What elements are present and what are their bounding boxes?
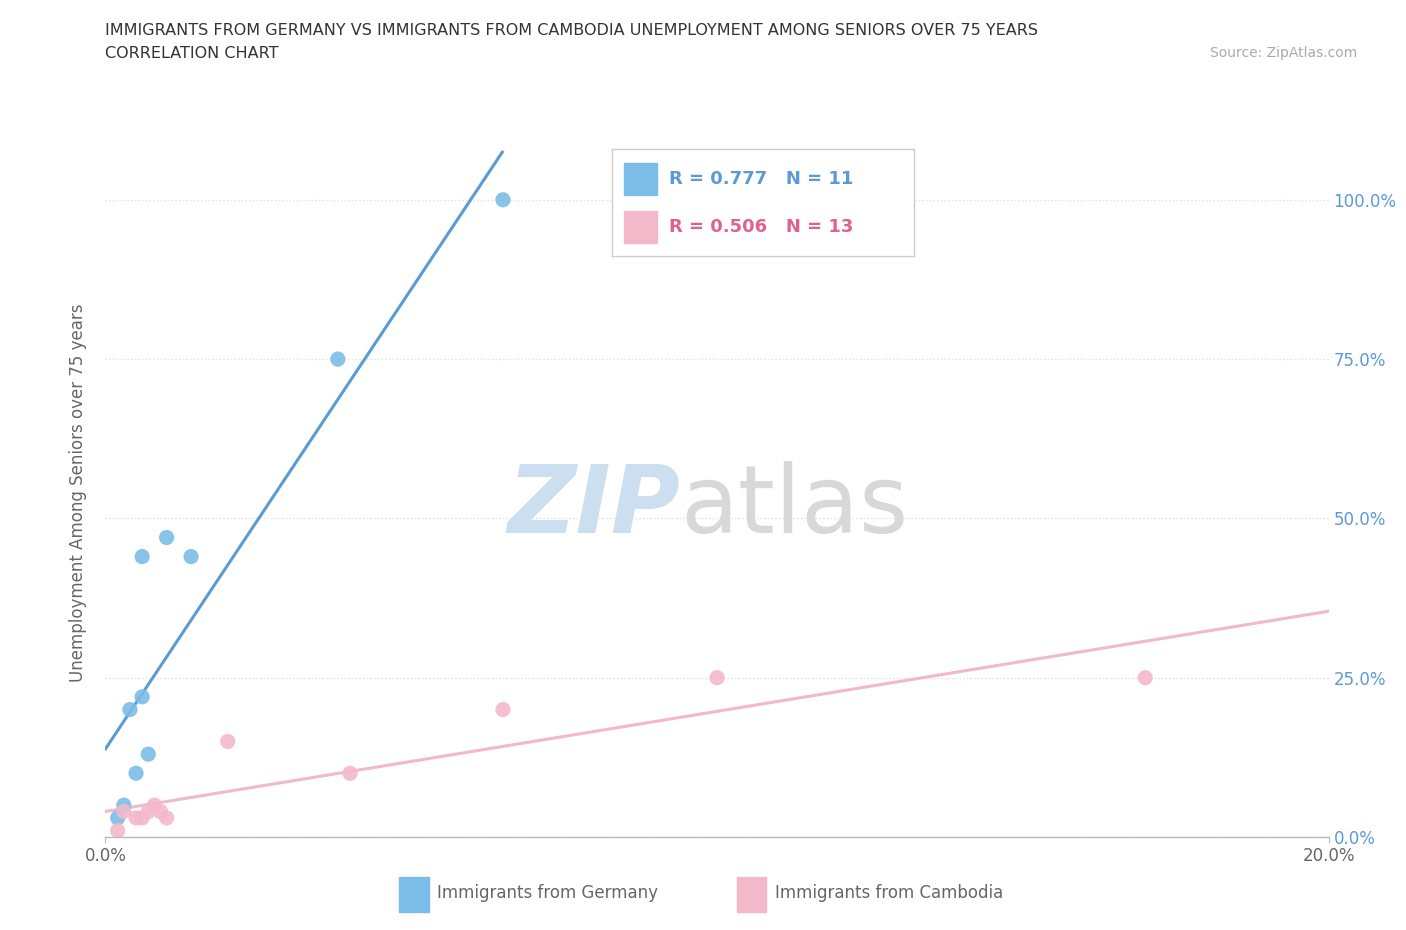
Bar <box>399 876 429 912</box>
Point <box>136 804 159 819</box>
Point <box>112 804 135 819</box>
Text: ZIP: ZIP <box>508 460 681 552</box>
Point <box>125 765 148 780</box>
Bar <box>624 163 657 194</box>
Text: IMMIGRANTS FROM GERMANY VS IMMIGRANTS FROM CAMBODIA UNEMPLOYMENT AMONG SENIORS O: IMMIGRANTS FROM GERMANY VS IMMIGRANTS FR… <box>105 23 1039 38</box>
Point <box>155 530 177 545</box>
Point <box>326 352 349 366</box>
Bar <box>624 211 657 243</box>
Bar <box>737 876 766 912</box>
Point <box>492 702 515 717</box>
Point <box>131 550 153 565</box>
Text: Immigrants from Germany: Immigrants from Germany <box>437 884 658 902</box>
Point <box>339 765 361 780</box>
Point <box>217 734 239 749</box>
Point <box>112 798 135 813</box>
Point <box>706 671 728 685</box>
Point <box>1133 671 1156 685</box>
Point <box>131 689 153 704</box>
Text: atlas: atlas <box>681 460 908 552</box>
Text: Source: ZipAtlas.com: Source: ZipAtlas.com <box>1209 46 1357 60</box>
Text: R = 0.777   N = 11: R = 0.777 N = 11 <box>669 170 853 188</box>
Point <box>107 810 129 825</box>
Point <box>125 810 148 825</box>
Point <box>155 810 177 825</box>
Point <box>118 702 141 717</box>
Text: R = 0.506   N = 13: R = 0.506 N = 13 <box>669 218 853 236</box>
Y-axis label: Unemployment Among Seniors over 75 years: Unemployment Among Seniors over 75 years <box>69 304 87 682</box>
Point <box>107 823 129 838</box>
Point <box>149 804 172 819</box>
Text: CORRELATION CHART: CORRELATION CHART <box>105 46 278 61</box>
Point <box>136 747 159 762</box>
Point <box>492 193 515 207</box>
Point <box>180 550 202 565</box>
Text: Immigrants from Cambodia: Immigrants from Cambodia <box>775 884 1002 902</box>
Point <box>131 810 153 825</box>
Point <box>143 798 166 813</box>
